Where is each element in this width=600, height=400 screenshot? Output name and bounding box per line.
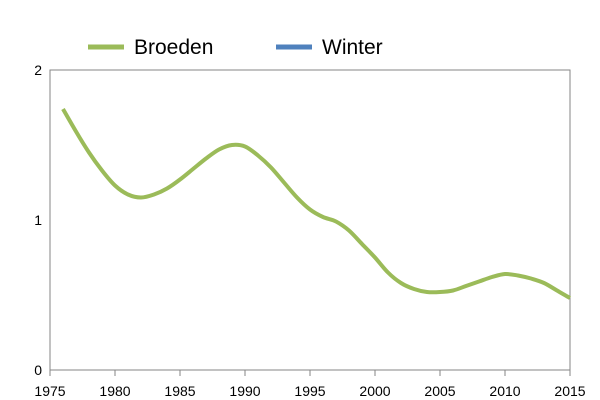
- legend-label-winter: Winter: [322, 36, 383, 59]
- x-tick-label: 1985: [164, 383, 195, 399]
- legend-label-broeden: Broeden: [134, 36, 213, 59]
- y-tick-label: 2: [34, 62, 42, 78]
- x-tick-label: 2000: [359, 383, 390, 399]
- series-layer: [61, 107, 571, 300]
- y-axis: 0 1 2: [34, 62, 42, 378]
- y-tick-label: 1: [34, 212, 42, 228]
- x-tick-label: 1990: [229, 383, 260, 399]
- x-tick-label: 1995: [294, 383, 325, 399]
- x-tick-label: 2005: [424, 383, 455, 399]
- x-tick-label: 1975: [34, 383, 65, 399]
- plot-area: [49, 69, 571, 371]
- x-tick-label: 2015: [554, 383, 585, 399]
- x-axis: 1975 1980 1985 1990 1995 2000 2005 2010 2015: [34, 370, 586, 399]
- y-tick-label: 0: [34, 362, 42, 378]
- series-line-broeden: [61, 107, 571, 300]
- x-tick-label: 1980: [99, 383, 130, 399]
- legend: Broeden Winter: [88, 36, 383, 59]
- x-tick-label: 2010: [489, 383, 520, 399]
